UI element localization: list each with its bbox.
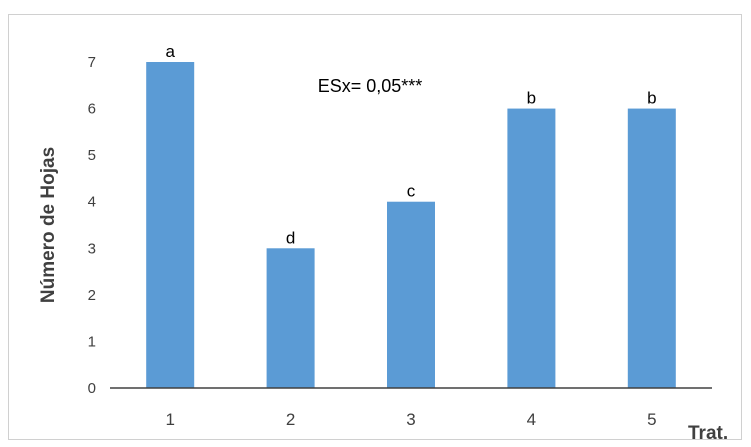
y-tick-label: 2 [88, 287, 96, 304]
x-tick-label: 5 [647, 410, 656, 429]
y-axis-label: Número de Hojas [38, 147, 59, 303]
chart-frame [8, 14, 742, 440]
y-tick-label: 3 [88, 240, 96, 257]
x-tick-label: 2 [286, 410, 295, 429]
bar-letter-label: b [647, 89, 656, 108]
bar-letter-label: c [407, 182, 416, 201]
bar [627, 108, 676, 389]
bar-letter-label: b [527, 89, 536, 108]
x-tick-label: 3 [406, 410, 415, 429]
y-axis-ticks: 0 1 2 3 4 5 6 7 [88, 54, 96, 397]
bar-letter-labels: a d c b b [165, 42, 656, 247]
y-tick-label: 7 [88, 54, 96, 71]
bar-letter-label: d [286, 228, 295, 247]
x-axis-ticks: 1 2 3 4 5 [165, 410, 656, 429]
y-tick-label: 0 [88, 380, 96, 397]
bar-letter-label: a [165, 42, 175, 61]
y-tick-label: 6 [88, 101, 96, 118]
x-tick-label: 4 [527, 410, 536, 429]
bar [387, 201, 435, 388]
bar [146, 62, 195, 388]
y-tick-label: 4 [88, 194, 96, 211]
y-tick-label: 1 [88, 333, 96, 350]
y-tick-label: 5 [88, 147, 96, 164]
bar [266, 248, 315, 388]
bar [507, 108, 556, 389]
x-tick-label: 1 [165, 410, 174, 429]
bars [146, 62, 676, 389]
chart-annotation: ESx= 0,05*** [318, 76, 423, 96]
x-axis-label: Trat. [688, 423, 728, 444]
